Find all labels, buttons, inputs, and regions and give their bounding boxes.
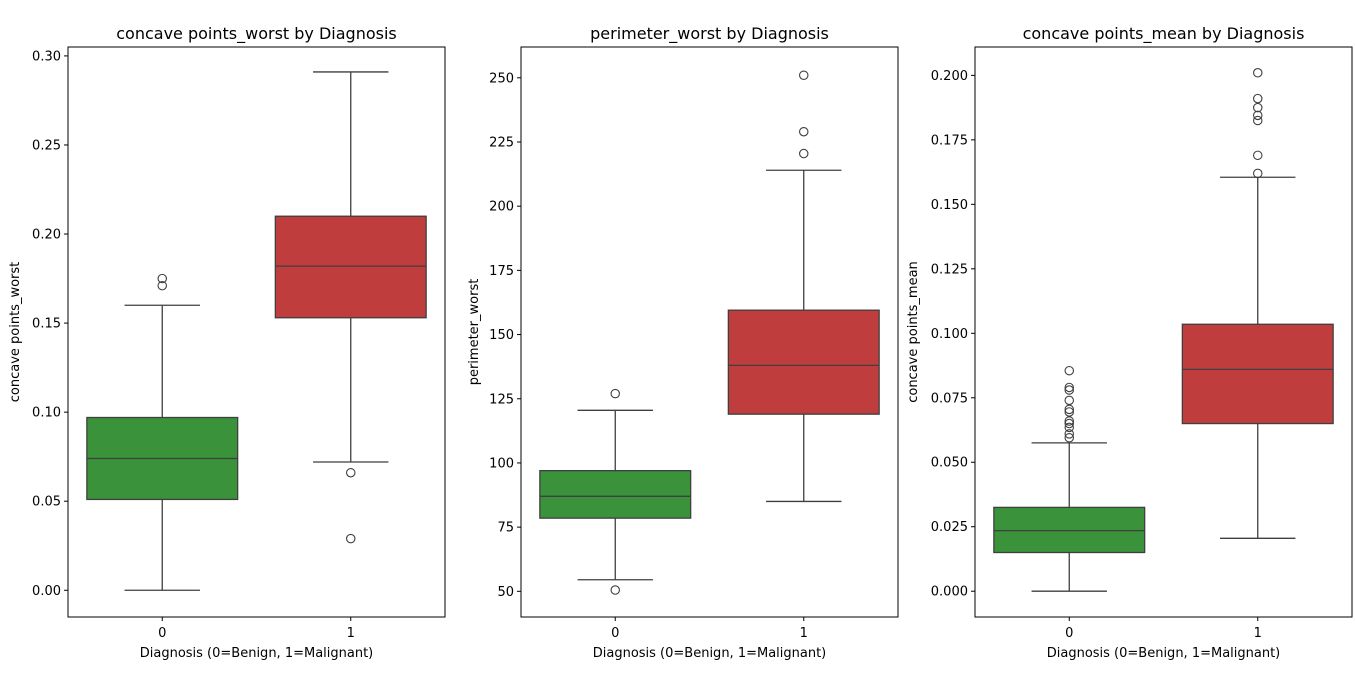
y-axis-label: concave points_mean (906, 261, 921, 403)
y-tick-label: 0.050 (931, 456, 968, 471)
outlier-point (1064, 395, 1075, 406)
outlier-point (610, 388, 620, 399)
outlier-point (345, 533, 356, 544)
box-group-0 (993, 365, 1146, 592)
outlier-point (1064, 365, 1075, 376)
x-axis-label: Diagnosis (0=Benign, 1=Malignant) (1047, 646, 1281, 661)
chart-panel-1: concave points_worst by Diagnosis 0.00 0.0… (8, 24, 446, 661)
y-tick-label: 0.100 (931, 327, 968, 342)
chart-title: concave points_mean by Diagnosis (1023, 24, 1305, 44)
x-tick-label: 1 (347, 626, 355, 641)
y-tick-label: 0.10 (32, 406, 61, 421)
outlier-point (1064, 416, 1075, 426)
outlier-point (1253, 110, 1263, 121)
y-tick-label: 0.25 (32, 138, 61, 153)
box-group-0 (86, 273, 239, 591)
y-tick-label: 200 (489, 200, 514, 215)
chart-title: concave points_worst by Diagnosis (116, 24, 397, 44)
x-axis-label: Diagnosis (0=Benign, 1=Malignant) (593, 646, 827, 661)
outlier-point (1064, 382, 1075, 393)
y-tick-label: 0.30 (32, 49, 61, 64)
box-iqr (274, 215, 427, 319)
box-group-0 (539, 388, 692, 595)
y-tick-label: 50 (497, 585, 514, 600)
y-tick-label: 0.125 (931, 262, 968, 277)
y-tick-label: 125 (489, 392, 514, 407)
outlier-point (157, 280, 168, 291)
y-tick-label: 0.150 (931, 198, 968, 213)
outlier-point (1064, 418, 1075, 429)
y-tick-label: 0.000 (931, 585, 968, 600)
outlier-point (1064, 432, 1075, 443)
y-tick-label: 150 (489, 328, 514, 343)
x-axis-label: Diagnosis (0=Benign, 1=Malignant) (140, 646, 374, 661)
y-axis-label: perimeter_worst (467, 279, 482, 386)
box-group-1 (274, 71, 427, 544)
outlier-point (1253, 102, 1263, 113)
chart-panel-2: perimeter_worst by Diagnosis 50 75 100 125 15… (467, 24, 899, 661)
box-iqr (1181, 323, 1334, 425)
x-tick-label: 0 (1065, 626, 1073, 641)
outlier-point (1253, 115, 1263, 126)
y-tick-label: 0.025 (931, 520, 968, 535)
x-tick-label: 1 (800, 626, 808, 641)
outlier-point (1064, 385, 1075, 395)
y-tick-label: 175 (489, 264, 514, 279)
box-iqr (727, 309, 880, 415)
y-tick-label: 0.00 (32, 584, 61, 599)
outlier-point (1253, 93, 1263, 104)
box-group-1 (727, 70, 880, 503)
outlier-point (1064, 407, 1075, 417)
plot-frame (974, 46, 1353, 618)
outlier-point (1064, 429, 1075, 439)
y-tick-label: 0.05 (32, 495, 61, 510)
y-tick-label: 75 (497, 521, 514, 536)
y-tick-label: 0.175 (931, 133, 968, 148)
outlier-point (1253, 68, 1263, 78)
x-tick-label: 0 (158, 626, 166, 641)
box-group-1 (1181, 68, 1334, 539)
y-tick-label: 0.20 (32, 228, 61, 243)
outlier-point (798, 148, 809, 159)
outlier-point (1064, 404, 1075, 415)
x-tick-label: 0 (611, 626, 619, 641)
chart-panel-3: concave points_mean by Diagnosis 0.000 0.0… (906, 24, 1353, 661)
plot-frame (520, 46, 899, 618)
y-tick-label: 0.200 (931, 69, 968, 84)
y-tick-label: 225 (489, 136, 514, 151)
y-tick-label: 100 (489, 456, 514, 471)
outlier-point (157, 273, 168, 284)
outlier-point (1253, 150, 1263, 161)
outlier-point (1253, 168, 1263, 179)
outlier-point (345, 467, 356, 478)
outlier-point (798, 126, 809, 137)
plot-frame (67, 46, 446, 618)
y-tick-label: 250 (489, 71, 514, 86)
y-axis-label: concave points_worst (8, 262, 23, 403)
outlier-point (798, 70, 809, 80)
outlier-point (610, 585, 620, 595)
chart-title: perimeter_worst by Diagnosis (590, 24, 829, 44)
box-iqr (539, 469, 692, 519)
y-tick-label: 0.15 (32, 317, 61, 332)
y-tick-label: 0.075 (931, 391, 968, 406)
x-tick-label: 1 (1254, 626, 1262, 641)
outlier-point (1064, 422, 1075, 433)
